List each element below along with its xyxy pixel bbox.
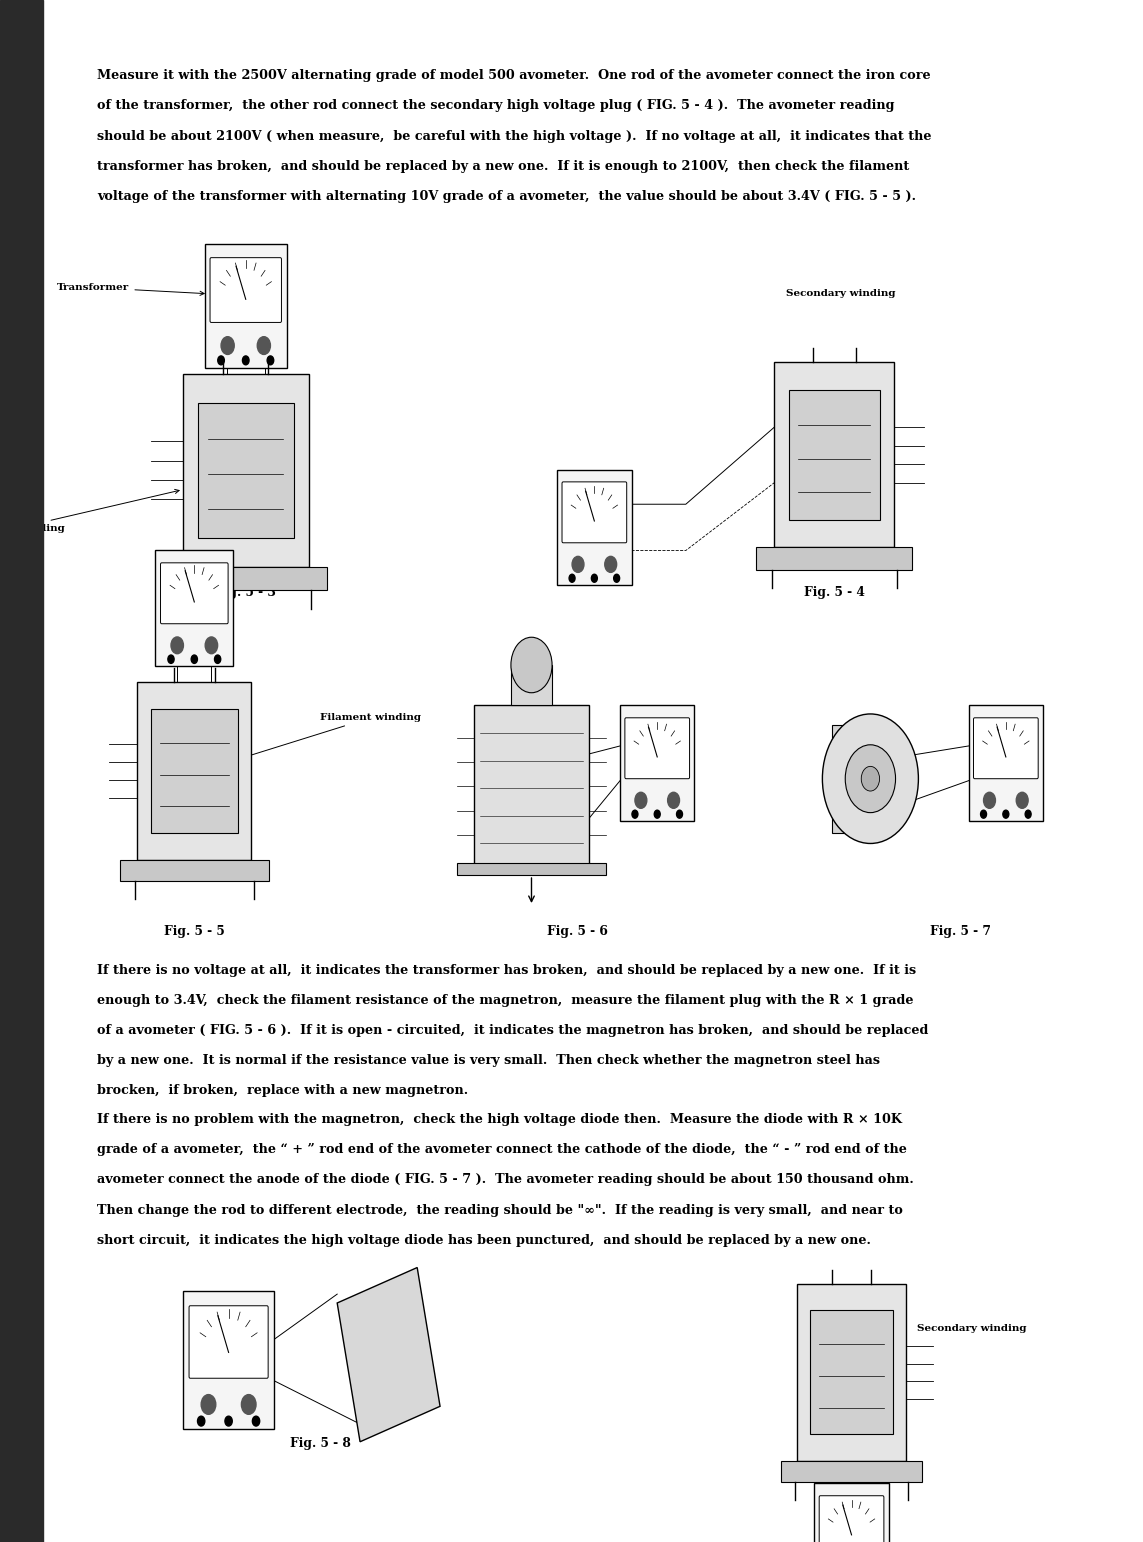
Circle shape (983, 793, 996, 808)
FancyBboxPatch shape (969, 706, 1044, 820)
Circle shape (206, 637, 217, 654)
Circle shape (198, 1416, 205, 1426)
FancyBboxPatch shape (183, 1291, 274, 1429)
Circle shape (614, 574, 620, 583)
FancyBboxPatch shape (974, 719, 1038, 779)
Bar (457, 862, 606, 876)
Text: Fig. 5 - 6: Fig. 5 - 6 (546, 925, 608, 938)
Circle shape (591, 574, 598, 583)
Text: transformer has broken,  and should be replaced by a new one.  If it is enough t: transformer has broken, and should be re… (97, 160, 910, 173)
Text: voltage of the transformer with alternating 10V grade of a avometer,  the value : voltage of the transformer with alternat… (97, 190, 917, 202)
Polygon shape (337, 1268, 440, 1442)
Text: of a avometer ( FIG. 5 - 6 ).  If it is open - circuited,  it indicates the magn: of a avometer ( FIG. 5 - 6 ). If it is o… (97, 1024, 928, 1036)
Circle shape (668, 793, 679, 808)
Text: of the transformer,  the other rod connect the secondary high voltage plug ( FIG: of the transformer, the other rod connec… (97, 100, 895, 113)
Circle shape (862, 766, 880, 791)
Bar (474, 706, 589, 867)
Text: should be about 2100V ( when measure,  be careful with the high voltage ).  If n: should be about 2100V ( when measure, be… (97, 130, 932, 142)
Bar (789, 390, 880, 520)
Circle shape (636, 793, 647, 808)
Text: Then change the rod to different electrode,  the reading should be "∞".  If the : Then change the rod to different electro… (97, 1203, 903, 1217)
Text: brocken,  if broken,  replace with a new magnetron.: brocken, if broken, replace with a new m… (97, 1084, 469, 1096)
Circle shape (218, 356, 224, 365)
Circle shape (846, 745, 896, 813)
Circle shape (569, 574, 575, 583)
Bar (832, 725, 880, 833)
Circle shape (257, 336, 271, 355)
Bar (810, 1311, 893, 1434)
Circle shape (171, 637, 183, 654)
Text: Fig. 5 - 7: Fig. 5 - 7 (929, 925, 991, 938)
Bar (757, 547, 912, 569)
Circle shape (511, 637, 552, 692)
Circle shape (632, 810, 638, 819)
Circle shape (677, 810, 682, 819)
Circle shape (242, 356, 249, 365)
Circle shape (168, 655, 174, 663)
Circle shape (654, 810, 661, 819)
Circle shape (823, 714, 919, 843)
Text: avometer connect the anode of the diode ( FIG. 5 - 7 ).  The avometer reading sh: avometer connect the anode of the diode … (97, 1173, 914, 1186)
Bar (137, 682, 251, 860)
Text: Fig. 5 - 5: Fig. 5 - 5 (163, 925, 225, 938)
FancyBboxPatch shape (625, 719, 689, 779)
Bar (798, 1283, 905, 1462)
Circle shape (605, 557, 617, 572)
Text: Primary winding: Primary winding (0, 489, 179, 532)
Bar (781, 1462, 922, 1482)
FancyBboxPatch shape (558, 469, 631, 584)
Bar (0, 0, 43, 1542)
Bar (183, 375, 309, 567)
Circle shape (241, 1394, 256, 1414)
FancyBboxPatch shape (814, 1483, 889, 1542)
Text: Fig. 5 - 4: Fig. 5 - 4 (804, 586, 865, 598)
Bar (165, 567, 327, 591)
FancyBboxPatch shape (189, 1306, 269, 1379)
FancyBboxPatch shape (205, 245, 287, 369)
Text: Fig. 5 - 3: Fig. 5 - 3 (215, 586, 277, 598)
Circle shape (253, 1416, 259, 1426)
FancyBboxPatch shape (155, 550, 233, 666)
Circle shape (225, 1416, 232, 1426)
FancyBboxPatch shape (562, 481, 626, 543)
Text: Filament winding: Filament winding (232, 714, 421, 762)
Bar (511, 665, 552, 706)
Circle shape (573, 557, 584, 572)
Text: by a new one.  It is normal if the resistance value is very small.  Then check w: by a new one. It is normal if the resist… (97, 1055, 880, 1067)
Circle shape (1016, 793, 1029, 808)
Text: enough to 3.4V,  check the filament resistance of the magnetron,  measure the fi: enough to 3.4V, check the filament resis… (97, 995, 913, 1007)
Circle shape (1002, 810, 1009, 819)
Text: grade of a avometer,  the “ + ” rod end of the avometer connect the cathode of t: grade of a avometer, the “ + ” rod end o… (97, 1144, 908, 1156)
Text: Fig. 5 - 9: Fig. 5 - 9 (821, 1437, 882, 1449)
Circle shape (201, 1394, 216, 1414)
Text: Transformer: Transformer (57, 284, 205, 296)
Bar (120, 860, 269, 880)
Text: Secondary winding: Secondary winding (917, 1323, 1026, 1332)
Circle shape (191, 655, 198, 663)
Text: If there is no problem with the magnetron,  check the high voltage diode then.  : If there is no problem with the magnetro… (97, 1113, 902, 1126)
Circle shape (1025, 810, 1031, 819)
FancyBboxPatch shape (620, 706, 694, 820)
Bar (775, 362, 894, 547)
Circle shape (215, 655, 221, 663)
Circle shape (221, 336, 234, 355)
Text: Measure it with the 2500V alternating grade of model 500 avometer.  One rod of t: Measure it with the 2500V alternating gr… (97, 69, 930, 82)
Circle shape (981, 810, 986, 819)
FancyBboxPatch shape (160, 563, 229, 623)
FancyBboxPatch shape (820, 1496, 884, 1542)
Text: If there is no voltage at all,  it indicates the transformer has broken,  and sh: If there is no voltage at all, it indica… (97, 964, 917, 976)
Bar (151, 709, 238, 833)
Circle shape (267, 356, 273, 365)
Bar (198, 402, 294, 538)
FancyBboxPatch shape (210, 258, 281, 322)
Text: short circuit,  it indicates the high voltage diode has been punctured,  and sho: short circuit, it indicates the high vol… (97, 1234, 871, 1246)
Text: Fig. 5 - 8: Fig. 5 - 8 (289, 1437, 351, 1449)
Text: Secondary winding: Secondary winding (786, 288, 896, 298)
